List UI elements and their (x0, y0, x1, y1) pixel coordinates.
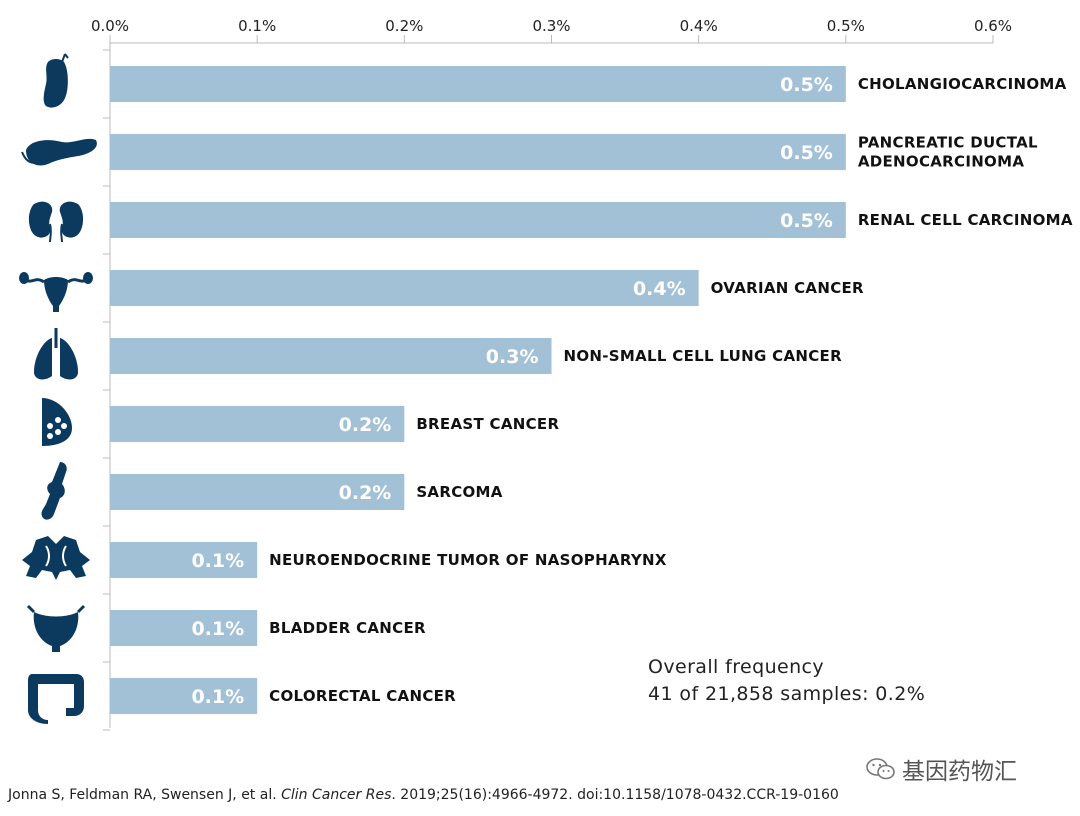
citation-authors: Jonna S, Feldman RA, Swensen J, et al. (8, 787, 277, 803)
bar (110, 66, 846, 102)
citation: Jonna S, Feldman RA, Swensen J, et al. C… (8, 787, 839, 803)
x-tick-label: 0.6% (974, 17, 1012, 35)
x-tick-label: 0.0% (91, 17, 129, 35)
category-label: SARCOMA (416, 483, 502, 501)
bar (110, 134, 846, 170)
x-tick-label: 0.3% (532, 17, 570, 35)
category-label: COLORECTAL CANCER (269, 687, 456, 705)
breast-icon (42, 398, 72, 446)
bars: 0.5% CHOLANGIOCARCINOMA 0.5% PANCREATIC DUC… (110, 66, 1073, 714)
note-line-2: 41 of 21,858 samples: 0.2% (648, 683, 926, 705)
bladder-icon (26, 604, 86, 652)
x-tick-label: 0.5% (827, 17, 865, 35)
bar (110, 542, 258, 578)
bone-joint-icon (41, 462, 67, 520)
bar-value-label: 0.5% (780, 74, 833, 96)
bar-value-label: 0.1% (191, 550, 244, 572)
kidneys-icon (28, 201, 84, 243)
note-line-1: Overall frequency (648, 656, 825, 678)
bar-value-label: 0.2% (339, 414, 392, 436)
category-icons (19, 53, 97, 724)
category-label: BREAST CANCER (416, 415, 559, 433)
watermark: 基因药物汇 (866, 752, 1017, 786)
nasal-sinus-icon (22, 536, 90, 580)
citation-details: . 2019;25(16):4966-4972. doi:10.1158/107… (391, 787, 839, 803)
category-label: BLADDER CANCER (269, 619, 426, 637)
category-label: OVARIAN CANCER (711, 279, 864, 297)
bar-value-label: 0.5% (780, 142, 833, 164)
bar-value-label: 0.2% (339, 482, 392, 504)
bar-value-label: 0.5% (780, 210, 833, 232)
bar-value-label: 0.1% (191, 686, 244, 708)
x-tick-label: 0.2% (385, 17, 423, 35)
watermark-text: 基因药物汇 (902, 759, 1017, 785)
bar-value-label: 0.1% (191, 618, 244, 640)
pancreas-icon (21, 138, 97, 166)
gallbladder-icon (43, 53, 69, 108)
bar (110, 406, 405, 442)
uterus-icon (19, 272, 93, 312)
category-label: CHOLANGIOCARCINOMA (858, 75, 1067, 93)
bar-chart: 0.0% 0.1% 0.2% 0.3% 0.4% 0.5% 0.6% 0.5% CHOLANG… (19, 17, 1073, 731)
colon-icon (28, 674, 84, 724)
category-label: NON-SMALL CELL LUNG CANCER (564, 347, 843, 365)
bar (110, 678, 258, 714)
category-label: RENAL CELL CARCINOMA (858, 211, 1073, 229)
bar (110, 202, 846, 238)
bar (110, 270, 699, 306)
citation-journal: Clin Cancer Res (281, 787, 392, 803)
category-label: PANCREATIC DUCTAL ADENOCARCINOMA (858, 134, 1038, 171)
lungs-icon (34, 328, 78, 380)
bar-value-label: 0.4% (633, 278, 686, 300)
bar (110, 474, 405, 510)
bar (110, 338, 552, 374)
category-label: NEUROENDOCRINE TUMOR OF NASOPHARYNX (269, 551, 667, 569)
wechat-icon (866, 758, 895, 780)
overall-frequency-note: Overall frequency 41 of 21,858 samples: … (648, 654, 925, 708)
bar (110, 610, 258, 646)
x-tick-label: 0.1% (238, 17, 276, 35)
x-tick-label: 0.4% (680, 17, 718, 35)
bar-value-label: 0.3% (486, 346, 539, 368)
